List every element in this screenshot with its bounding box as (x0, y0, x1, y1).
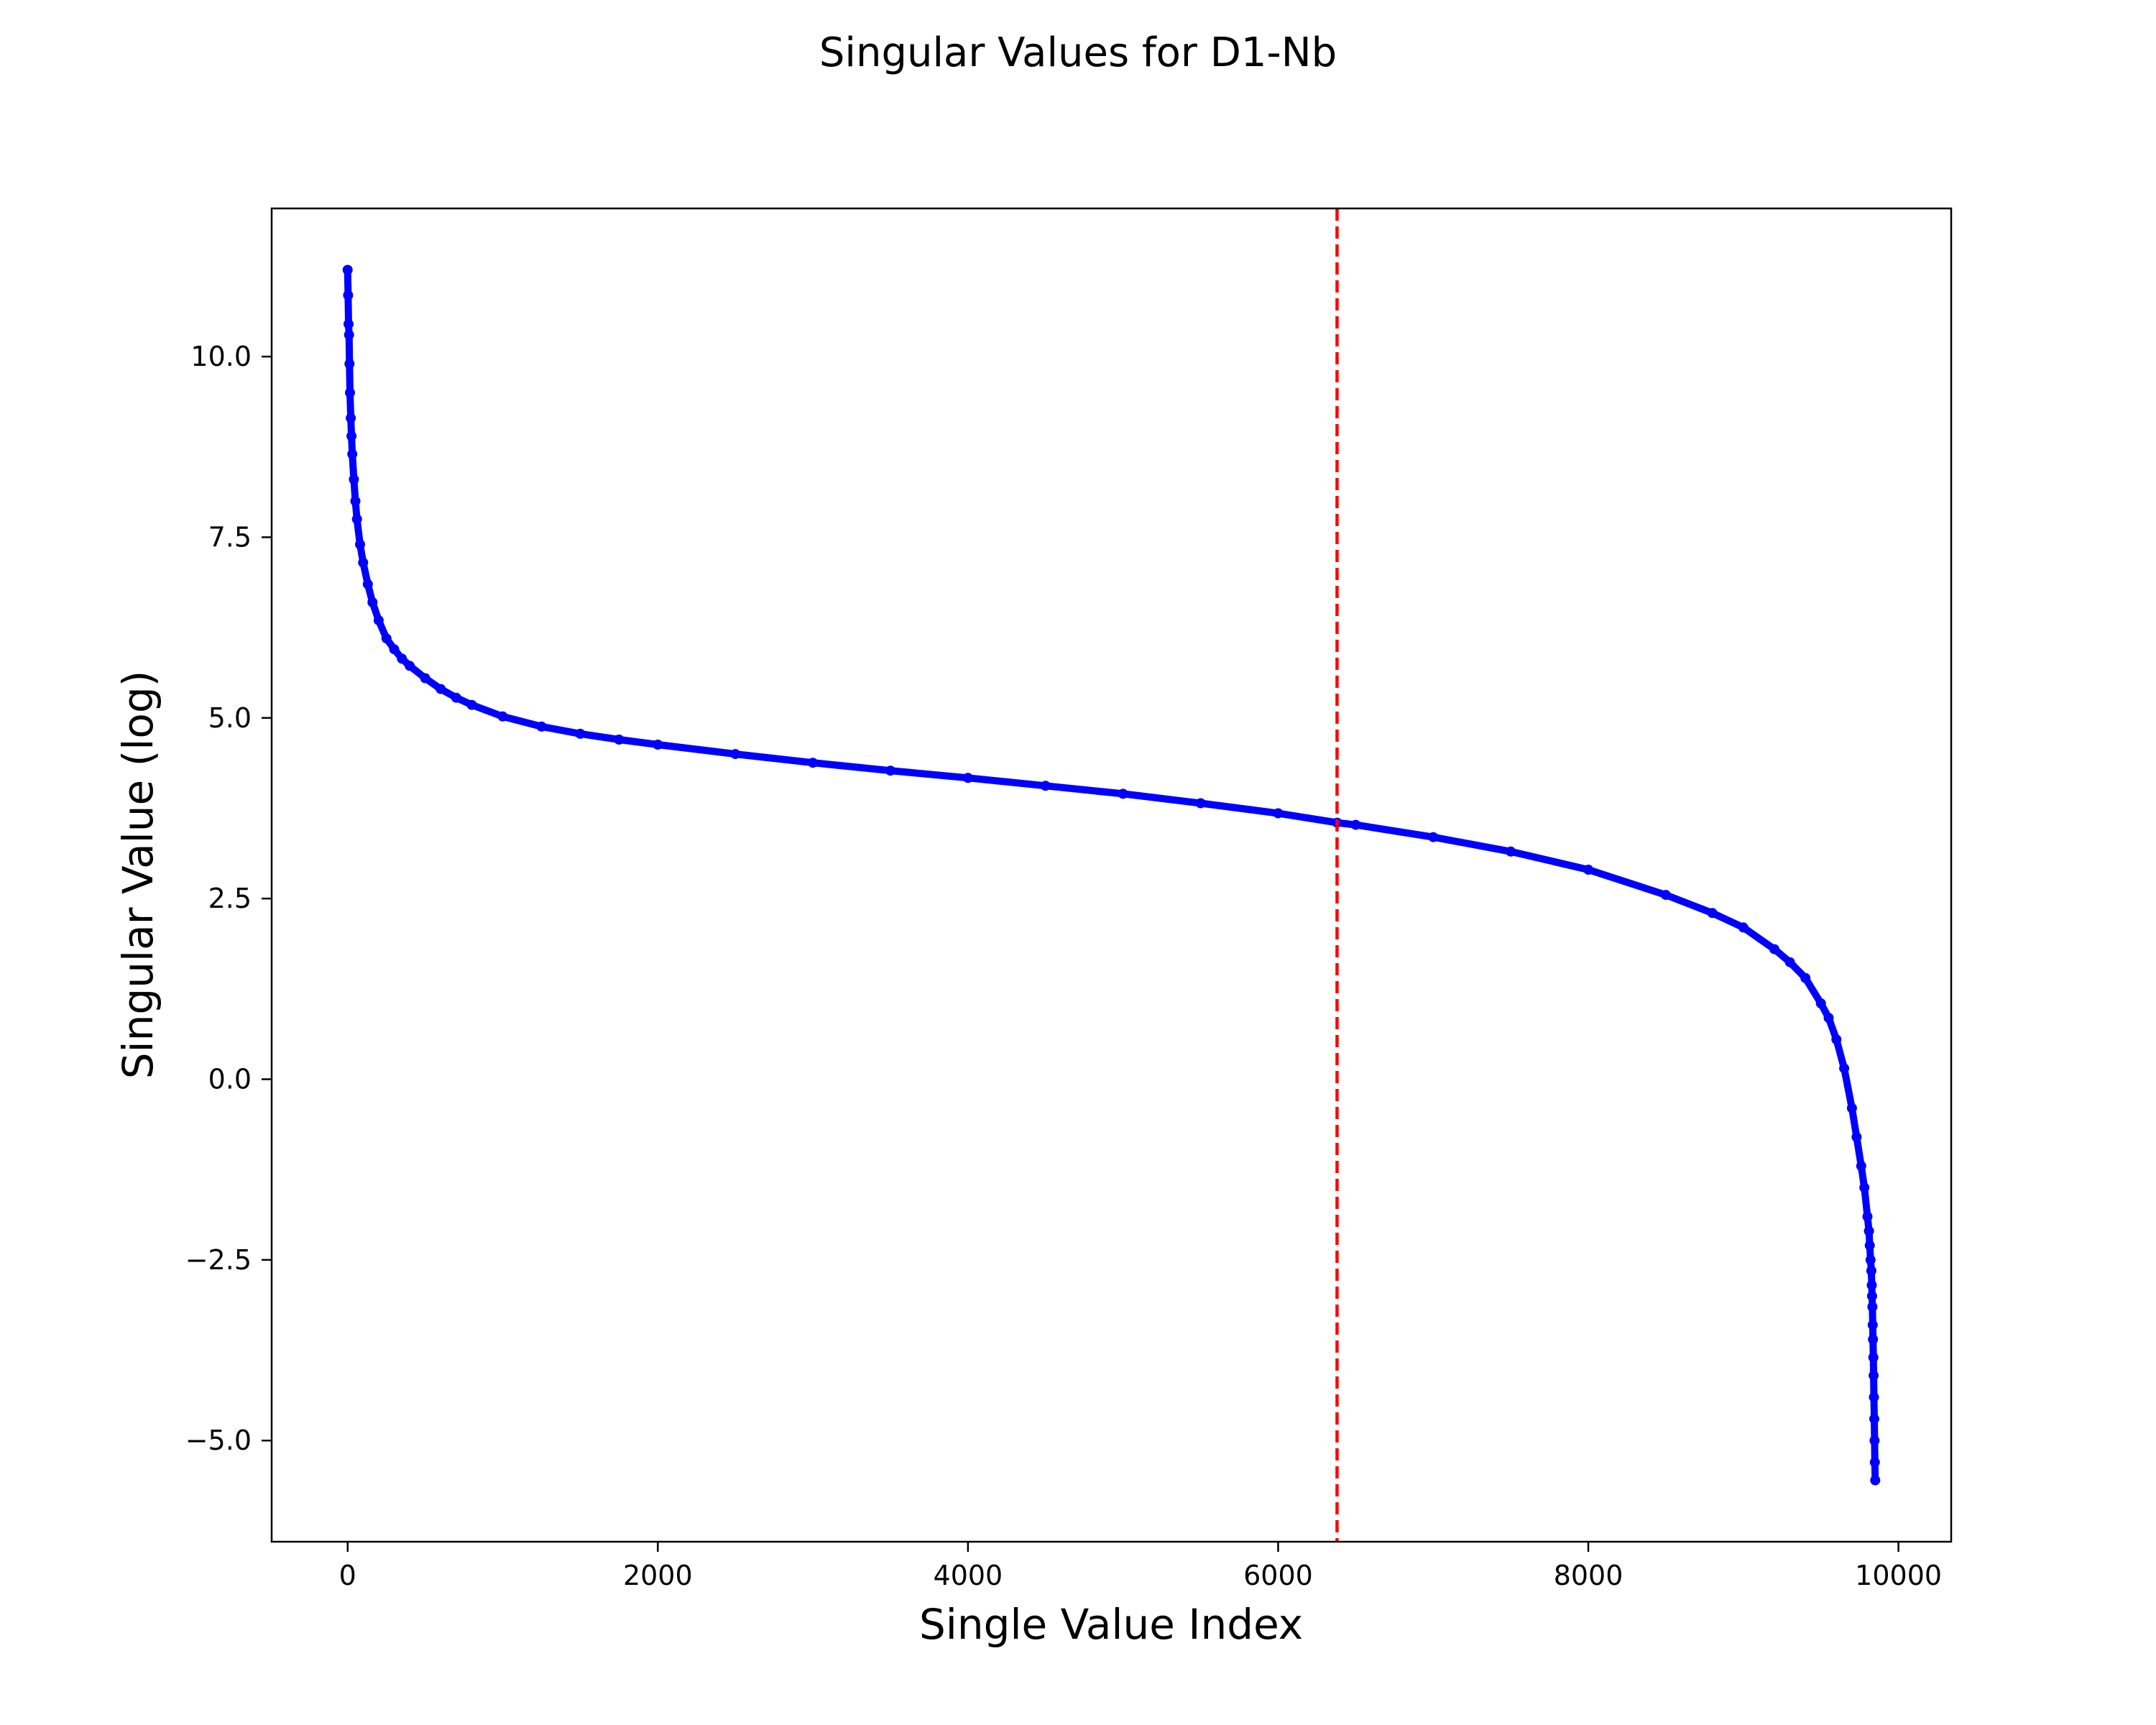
data-point (1839, 1063, 1850, 1074)
data-point (962, 773, 973, 783)
data-point (346, 413, 356, 423)
data-point (1350, 819, 1361, 830)
data-point (1870, 1475, 1881, 1486)
data-point (1831, 1034, 1842, 1045)
y-tick-label: −5.0 (185, 1425, 252, 1456)
data-point (885, 765, 895, 776)
data-point (1660, 890, 1671, 901)
data-point (405, 661, 415, 671)
data-point (451, 692, 461, 703)
chart-title: Singular Values for D1-Nb (819, 29, 1337, 76)
data-point (381, 633, 392, 644)
x-axis-label: Single Value Index (919, 1600, 1303, 1649)
data-point (1040, 781, 1051, 791)
data-point (1869, 1392, 1879, 1402)
data-point (1851, 1132, 1862, 1142)
x-tick-label: 10000 (1855, 1560, 1942, 1591)
data-point (1118, 788, 1128, 799)
plot-content (342, 208, 1881, 1542)
data-point (1869, 1435, 1880, 1446)
data-point (1864, 1225, 1874, 1236)
y-tick-label: −2.5 (185, 1244, 252, 1276)
data-point (436, 684, 446, 694)
y-tick-label: 7.5 (208, 521, 252, 553)
data-point (344, 318, 354, 329)
data-point (346, 431, 357, 441)
data-point (1428, 832, 1439, 842)
series-line (344, 266, 1879, 1484)
data-point (345, 387, 355, 398)
data-point (1867, 1320, 1878, 1330)
data-point (362, 579, 373, 589)
x-tick-label: 4000 (934, 1560, 1003, 1591)
data-point (1195, 798, 1206, 809)
data-point (1866, 1280, 1877, 1291)
data-point (1784, 957, 1795, 967)
y-axis-label: Singular Value (log) (114, 671, 162, 1080)
data-point (466, 699, 477, 710)
data-point (1864, 1240, 1875, 1251)
x-tick-label: 2000 (623, 1560, 693, 1591)
data-point (575, 728, 586, 739)
data-point (1583, 865, 1594, 875)
y-tick-label: 5.0 (208, 702, 252, 734)
x-axis-ticks: 0 2000 4000 6000 8000 10000 (339, 1542, 1942, 1591)
data-point (653, 740, 663, 750)
data-point (1869, 1370, 1879, 1381)
data-point (536, 721, 547, 732)
data-point (358, 557, 369, 568)
data-point (344, 359, 355, 369)
data-point (1868, 1352, 1879, 1363)
data-point (347, 448, 358, 459)
data-point (1866, 1266, 1876, 1276)
data-point (344, 329, 354, 340)
data-point (730, 749, 741, 760)
data-point (1865, 1254, 1876, 1265)
data-point (342, 264, 353, 275)
data-point (1866, 1291, 1877, 1302)
x-tick-label: 6000 (1243, 1560, 1313, 1591)
data-point (343, 290, 354, 300)
data-point (1867, 1302, 1878, 1312)
y-axis-ticks: −5.0 −2.5 0.0 2.5 5.0 7.5 10.0 (185, 341, 272, 1456)
data-point (1862, 1211, 1873, 1222)
data-point (1868, 1334, 1879, 1345)
data-point (1769, 944, 1779, 954)
data-point (397, 653, 407, 664)
data-point (349, 474, 359, 484)
data-point (1859, 1182, 1870, 1193)
data-point (497, 711, 508, 722)
data-point (1506, 846, 1516, 857)
data-point (355, 539, 365, 550)
data-point (1823, 1013, 1834, 1024)
plot-frame (270, 207, 1953, 1543)
data-point (1846, 1103, 1857, 1113)
data-point (1707, 908, 1718, 919)
y-tick-label: 2.5 (208, 883, 252, 914)
data-point (1869, 1457, 1880, 1468)
data-point (808, 758, 819, 768)
y-tick-label: 10.0 (190, 341, 252, 372)
data-point (373, 615, 384, 626)
data-point (1815, 998, 1826, 1008)
data-point (389, 644, 400, 655)
data-point (1738, 922, 1749, 933)
data-point (1856, 1161, 1866, 1172)
data-point (1800, 972, 1811, 983)
y-tick-label: 0.0 (208, 1064, 252, 1095)
data-point (1869, 1414, 1879, 1425)
data-point (367, 597, 378, 607)
x-tick-label: 8000 (1554, 1560, 1623, 1591)
data-point (351, 514, 362, 525)
data-point (614, 735, 625, 745)
data-point (1273, 808, 1284, 819)
data-point (350, 496, 361, 507)
data-point (420, 673, 430, 684)
x-tick-label: 0 (339, 1560, 356, 1591)
